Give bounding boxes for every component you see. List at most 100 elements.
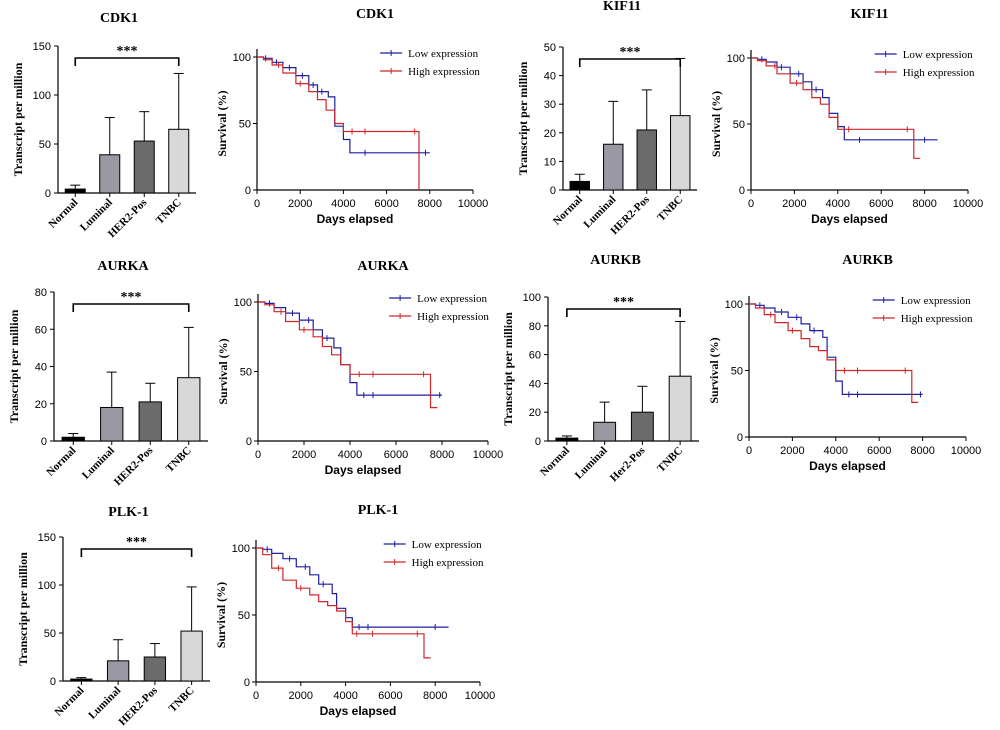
y-axis-label: Survival (%) [215, 90, 229, 156]
y-tick-label: 0 [535, 436, 541, 448]
bar [593, 421, 617, 442]
bar [70, 678, 93, 682]
x-tick-label: 6000 [867, 445, 891, 457]
legend-label: Low expression [417, 293, 487, 305]
x-tick-label: 0 [748, 198, 754, 210]
y-tick-label: 100 [727, 53, 745, 65]
y-axis-label: Survival (%) [709, 91, 723, 157]
x-axis-label: Days elapsed [325, 463, 402, 477]
aurka-km-panel: AURKA 0 50 100 0 2000 4000 6000 8000 10000 Days el… [216, 259, 503, 477]
chart-title: AURKA [357, 259, 409, 274]
x-tick-label: TNBC [164, 445, 194, 475]
cdk1-bar-panel: CDK1 0 50 100 150 Transcript per million Norma… [11, 11, 196, 240]
bar [61, 436, 85, 442]
y-axis-label: Transcript per million [11, 62, 25, 176]
x-tick-label: TNBC [655, 445, 685, 475]
x-tick-label: 4000 [826, 198, 850, 210]
x-tick-label: 4000 [333, 690, 357, 702]
x-tick-label: TNBC [655, 194, 685, 224]
bar [168, 128, 190, 194]
chart-title: KIF11 [850, 7, 888, 22]
y-tick-label: 0 [45, 188, 51, 200]
x-tick-label: Luminal [573, 445, 610, 482]
y-tick-label: 80 [35, 287, 47, 299]
bar [138, 401, 162, 442]
legend-label: Low expression [901, 295, 971, 307]
legend-label: Low expression [408, 48, 478, 60]
y-axis-label: Transcript per million [516, 61, 530, 175]
aurkb-km-panel: AURKB 0 50 100 0 2000 4000 6000 8000 10000 Days el… [707, 253, 981, 473]
x-axis-label: Days elapsed [809, 459, 886, 473]
x-tick-label: 0 [253, 690, 259, 702]
significance-bracket [74, 57, 180, 66]
x-tick-label: 10000 [465, 690, 496, 702]
bar [180, 630, 203, 682]
bar [555, 437, 579, 442]
plk1-bar-panel: PLK-1 0 50 100 150 Transcript per million Norm… [16, 505, 210, 728]
y-tick-label: 50 [240, 367, 252, 379]
y-tick-label: 100 [232, 543, 250, 555]
bar [569, 180, 590, 191]
chart-title: AURKB [842, 253, 893, 268]
y-tick-label: 100 [725, 299, 743, 311]
x-tick-label: 0 [746, 445, 752, 457]
y-tick-label: 150 [38, 532, 56, 544]
y-tick-label: 100 [33, 90, 51, 102]
legend-label: Low expression [903, 49, 973, 61]
x-tick-label: Luminal [86, 685, 123, 722]
x-tick-label: Normal [53, 685, 87, 719]
plk1-km-panel: PLK-1 0 50 100 0 2000 4000 6000 8000 10000 Days el… [214, 503, 495, 718]
bar [100, 406, 124, 442]
significance-label: *** [117, 44, 138, 59]
x-tick-label: Normal [46, 197, 80, 231]
y-tick-label: 0 [41, 436, 47, 448]
x-tick-label: 0 [255, 449, 261, 461]
y-tick-label: 0 [550, 185, 556, 197]
x-axis-label: Days elapsed [811, 212, 888, 226]
x-tick-label: 10000 [458, 198, 489, 210]
significance-label: *** [613, 295, 634, 310]
legend-label: Low expression [412, 539, 482, 551]
bar [99, 154, 121, 194]
y-tick-label: 100 [234, 297, 252, 309]
x-tick-label: 0 [254, 198, 260, 210]
x-tick-label: TNBC [167, 685, 197, 715]
y-tick-label: 50 [544, 42, 556, 54]
y-tick-label: 40 [544, 71, 556, 83]
x-tick-label: 2000 [782, 198, 806, 210]
x-tick-label: 10000 [953, 198, 984, 210]
significance-bracket [80, 548, 193, 557]
bar [636, 129, 657, 191]
kif11-bar-panel: KIF11 0 10 20 30 40 50 Transcript per million No… [516, 0, 697, 237]
legend-label: High expression [417, 311, 489, 323]
cdk1-km-panel: CDK1 0 50 100 0 2000 4000 6000 8000 10000 Days ela… [215, 7, 488, 226]
x-tick-label: 10000 [951, 445, 982, 457]
x-tick-label: 8000 [423, 690, 447, 702]
significance-label: *** [121, 290, 142, 305]
survival-curve-high [751, 57, 921, 159]
x-tick-label: 4000 [338, 449, 362, 461]
aurka-bar-panel: AURKA 0 20 40 60 80 Transcript per million Norm… [7, 259, 208, 488]
y-tick-label: 40 [35, 362, 47, 374]
y-tick-label: 0 [739, 185, 745, 197]
y-tick-label: 0 [245, 185, 251, 197]
bar [106, 660, 130, 682]
chart-title: PLK-1 [108, 505, 148, 520]
y-tick-label: 60 [529, 350, 541, 362]
survival-curve-high [257, 56, 420, 190]
chart-title: CDK1 [100, 11, 138, 26]
y-tick-label: 10 [544, 156, 556, 168]
aurkb-bar-panel: AURKB 0 20 40 60 80 100 Transcript per million N… [501, 253, 699, 484]
y-tick-label: 50 [39, 139, 51, 151]
x-tick-label: TNBC [154, 197, 184, 227]
x-tick-label: 6000 [378, 690, 402, 702]
x-tick-label: Normal [538, 445, 572, 479]
y-axis-label: Survival (%) [216, 338, 230, 404]
x-tick-label: 8000 [430, 449, 454, 461]
significance-label: *** [126, 535, 147, 550]
y-axis-label: Survival (%) [214, 582, 228, 648]
x-tick-label: 2000 [288, 198, 312, 210]
bar [668, 375, 692, 442]
significance-label: *** [620, 45, 641, 60]
